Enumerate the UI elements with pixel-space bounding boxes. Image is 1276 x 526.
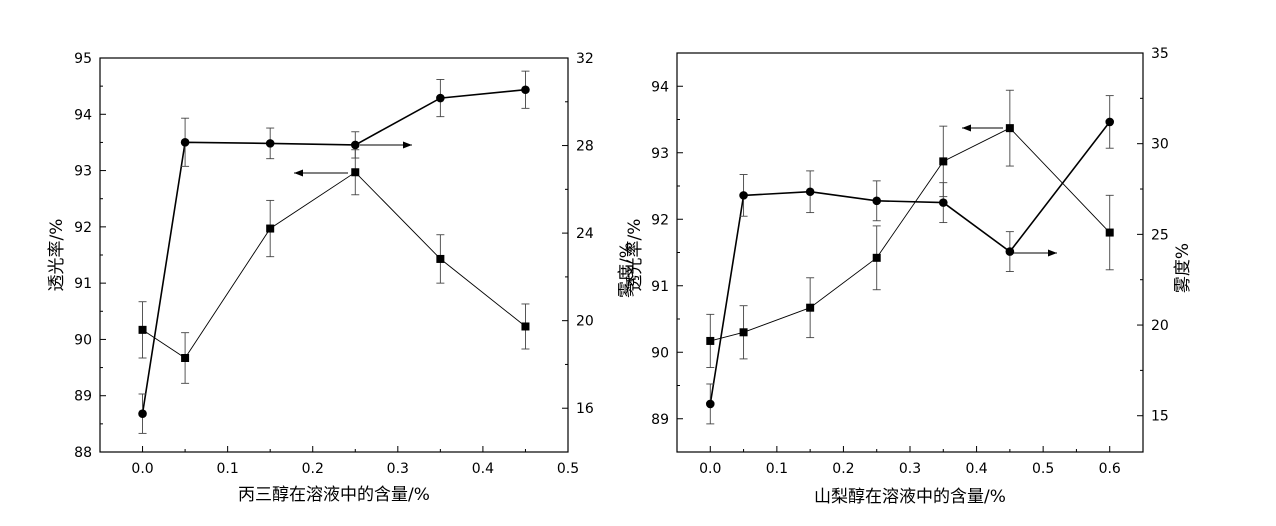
y-right-tick-label: 35	[1151, 46, 1169, 62]
haze-point	[872, 196, 882, 206]
plot-frame	[99, 57, 569, 453]
haze-series-line	[141, 88, 526, 414]
axis-indicator-arrowhead	[294, 169, 303, 177]
transmittance-point	[266, 224, 275, 233]
transmittance-series-line	[710, 127, 1111, 342]
axis-indicator-arrowhead	[1048, 249, 1057, 257]
haze-point	[705, 399, 715, 409]
transmittance-point	[138, 325, 147, 334]
y-left-axis-label: 透光率/%	[47, 219, 67, 292]
y-left-tick-label: 93	[651, 146, 669, 162]
x-tick-label: 0.3	[387, 461, 409, 477]
y-left-tick-label: 91	[74, 276, 92, 292]
y-right-tick-label: 15	[1151, 409, 1169, 425]
y-right-tick-label: 24	[576, 226, 594, 242]
axis-indicator-arrowhead	[403, 141, 412, 149]
y-left-tick-label: 94	[74, 107, 92, 123]
y-right-tick-label: 16	[576, 401, 594, 417]
y-left-tick-label: 93	[74, 164, 92, 180]
x-tick-label: 0.1	[766, 461, 788, 477]
y-left-tick-label: 89	[74, 389, 92, 405]
transmittance-point	[1005, 124, 1014, 133]
haze-point	[265, 139, 275, 148]
y-right-tick-label: 30	[1151, 137, 1169, 153]
transmittance-point	[739, 328, 748, 337]
y-left-tick-label: 95	[74, 51, 92, 67]
y-right-axis-label: 雾度/%	[617, 242, 637, 298]
haze-point	[138, 409, 147, 418]
x-tick-label: 0.5	[1032, 461, 1054, 477]
transmittance-point	[872, 253, 881, 262]
transmittance-point	[351, 168, 360, 177]
x-tick-label: 0.0	[131, 461, 153, 477]
y-left-tick-label: 92	[651, 212, 669, 228]
y-left-tick-label: 90	[651, 345, 669, 361]
transmittance-point	[939, 157, 948, 166]
haze-point	[180, 137, 190, 147]
y-left-tick-label: 94	[651, 79, 669, 95]
transmittance-point	[521, 322, 530, 331]
haze-series-line	[709, 121, 1111, 405]
haze-point	[739, 191, 748, 200]
transmittance-point	[706, 336, 715, 345]
transmittance-point	[1105, 228, 1114, 237]
axis-indicator-arrowhead	[962, 124, 971, 132]
y-left-tick-label: 91	[651, 279, 669, 295]
y-right-tick-label: 25	[1151, 227, 1169, 243]
transmittance-point	[806, 303, 815, 312]
x-axis-label: 山梨醇在溶液中的含量/%	[814, 487, 1006, 507]
x-tick-label: 0.2	[302, 461, 324, 477]
y-left-tick-label: 88	[74, 445, 92, 461]
y-right-tick-label: 20	[576, 314, 594, 330]
transmittance-series-line	[142, 171, 526, 359]
y-right-tick-label: 28	[576, 139, 594, 155]
sorbitol-chart: 0.0 0.1 0.2 0.3 0.4 0.5 0.6 89 90 91 92 93 94 15 20 25 3…	[625, 46, 1193, 507]
glycerol-chart: 0.0 0.1 0.2 0.3 0.4 0.5 88 89 90 91 92 93 94 95 16 20 24…	[47, 51, 637, 505]
haze-point	[938, 198, 948, 207]
haze-point	[1105, 117, 1115, 127]
x-tick-label: 0.3	[899, 461, 921, 477]
x-tick-label: 0.4	[472, 461, 494, 477]
y-right-tick-label: 20	[1151, 318, 1169, 334]
haze-point	[1005, 247, 1015, 256]
haze-point	[805, 187, 815, 197]
transmittance-point	[181, 354, 190, 363]
y-right-axis-label: 雾度%	[1173, 243, 1193, 293]
x-tick-label: 0.1	[217, 461, 239, 477]
haze-point	[350, 140, 360, 150]
x-axis-label: 丙三醇在溶液中的含量/%	[238, 485, 430, 505]
transmittance-point	[436, 254, 445, 263]
y-right-tick-label: 32	[576, 51, 594, 67]
haze-point	[436, 93, 445, 103]
haze-point	[521, 85, 530, 95]
y-left-tick-label: 92	[74, 220, 92, 236]
y-left-axis-label: 透光率/%	[625, 219, 645, 292]
y-left-tick-label: 89	[651, 412, 669, 428]
x-tick-label: 0.0	[699, 461, 721, 477]
plot-frame	[676, 52, 1144, 453]
x-tick-label: 0.4	[965, 461, 987, 477]
x-tick-label: 0.2	[832, 461, 854, 477]
y-left-tick-label: 90	[74, 332, 92, 348]
x-tick-label: 0.5	[557, 461, 579, 477]
x-tick-label: 0.6	[1099, 461, 1121, 477]
